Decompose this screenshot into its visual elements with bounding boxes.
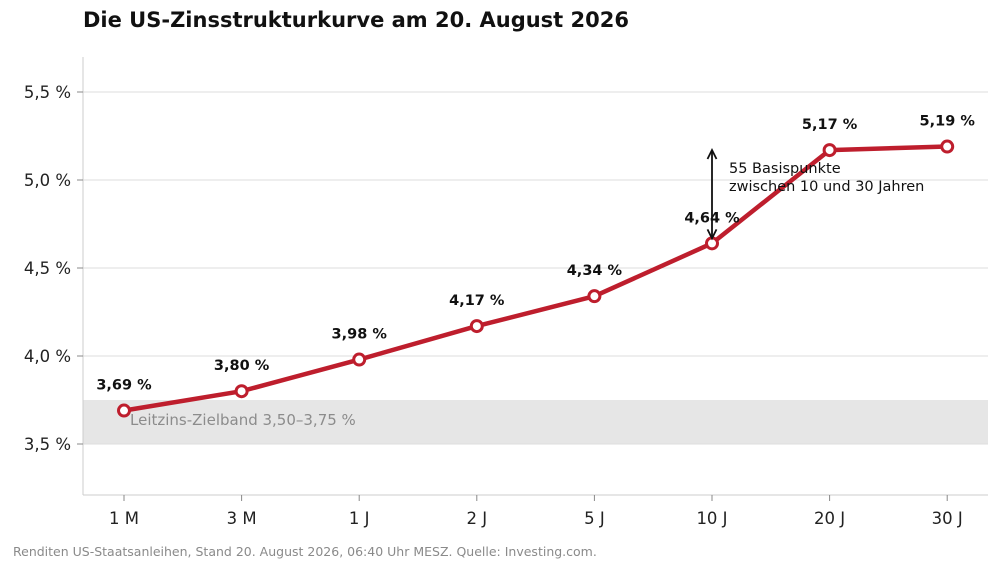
data-point (822, 143, 837, 158)
x-tick-label: 3 M (227, 509, 257, 528)
data-label: 4,17 % (449, 293, 505, 309)
data-point (587, 289, 602, 304)
data-label: 3,98 % (332, 327, 388, 343)
data-label: 4,34 % (567, 263, 623, 279)
data-point (469, 319, 484, 334)
chart-title: Die US-Zinsstrukturkurve am 20. August 2… (83, 8, 629, 32)
yield-line (121, 144, 950, 413)
target-band (83, 400, 988, 444)
x-tick-label: 30 J (932, 509, 963, 528)
data-label: 5,19 % (920, 114, 976, 130)
data-label: 3,69 % (96, 378, 152, 394)
x-tick-label: 10 J (696, 509, 727, 528)
spread-arrow-head-up (706, 147, 718, 160)
x-tick-label: 1 J (349, 509, 370, 528)
data-point (352, 352, 367, 367)
y-tick-label: 5,0 % (24, 171, 71, 190)
source-note: Renditen US-Staatsanleihen, Stand 20. Au… (13, 544, 597, 559)
data-point (117, 403, 131, 418)
target-band-label: Leitzins-Zielband 3,50–3,75 % (130, 411, 356, 429)
y-tick-label: 4,5 % (24, 259, 71, 278)
y-tick-label: 3,5 % (24, 435, 71, 454)
data-label: 5,17 % (802, 117, 858, 133)
x-tick-label: 5 J (584, 509, 605, 528)
spread-arrow-head-down (706, 228, 718, 241)
x-tick-label: 20 J (814, 509, 845, 528)
data-label: 3,80 % (214, 358, 270, 374)
y-tick-label: 4,0 % (24, 347, 71, 366)
data-point (234, 384, 249, 399)
y-tick-label: 5,5 % (24, 83, 71, 102)
x-tick-label: 2 J (466, 509, 487, 528)
data-point (940, 139, 955, 154)
spread-annotation-line2: zwischen 10 und 30 Jahren (729, 179, 924, 195)
spread-annotation-line1: 55 Basispunkte (729, 161, 841, 177)
x-tick-label: 1 M (109, 509, 139, 528)
